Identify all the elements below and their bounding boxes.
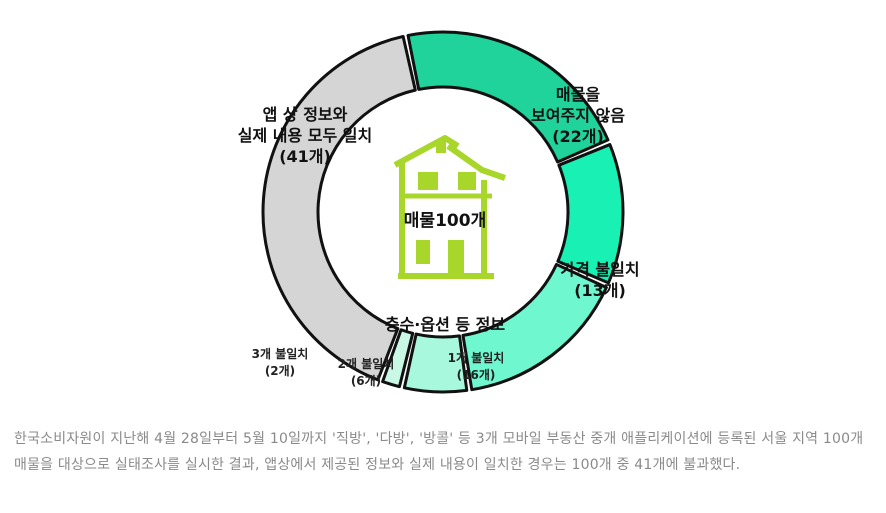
donut-segment (381, 328, 415, 389)
segment-label: 2개 불일치 (6개) (338, 356, 395, 388)
donut-segment (406, 30, 610, 164)
segment-label: 매물을 보여주지 않음 (22개) (531, 85, 625, 146)
house-icon (393, 135, 506, 279)
figure-caption: 한국소비자원이 지난해 4월 28일부터 5월 10일까지 '직방', '다방'… (14, 431, 864, 473)
segment-label: 가격 불일치 (13개) (560, 260, 639, 300)
donut-segment (261, 34, 417, 382)
group-label: 층수·옵션 등 정보 (385, 315, 506, 334)
segment-label: 앱 상 정보와 실제 내용 모두 일치 (41개) (238, 105, 372, 166)
segment-label: 1개 불일치 (16개) (448, 350, 505, 382)
donut-chart-svg: 매물100개 층수·옵션 등 정보 매물을 보여주지 않음 (22개) 가격 불일치(… (238, 30, 640, 394)
center-label: 매물100개 (404, 211, 486, 231)
donut-segment (556, 143, 625, 285)
segment-label: 3개 불일치 (2개) (252, 346, 309, 378)
donut-chart: 매물100개 층수·옵션 등 정보 매물을 보여주지 않음 (22개) 가격 불일치(… (14, 30, 863, 473)
donut-segment (461, 262, 608, 392)
donut-segment (402, 332, 469, 394)
